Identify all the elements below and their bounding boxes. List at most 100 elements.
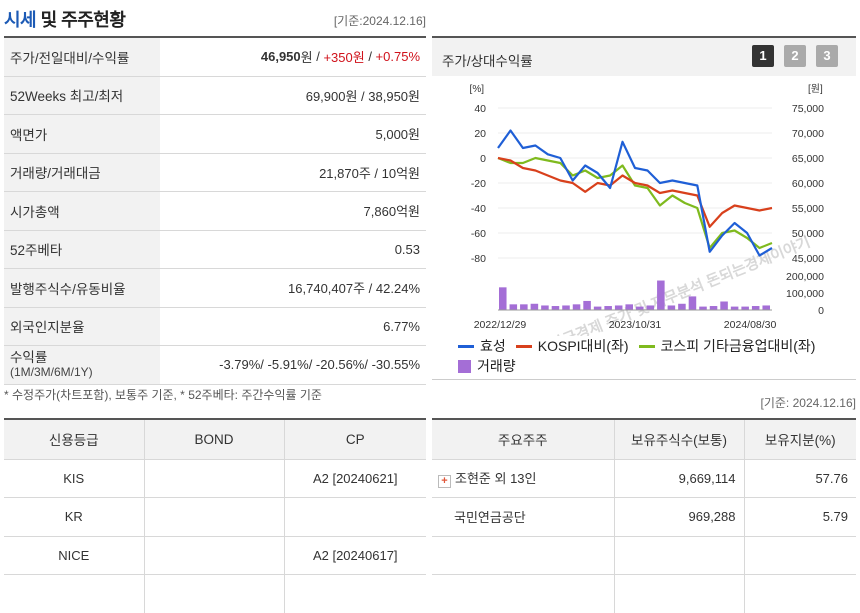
volume-bar (614, 305, 623, 310)
quote-table: 주가/전일대비/수익률 46,950 원 / +350원 / +0.75% 52W… (4, 36, 426, 385)
chart-title: 주가/상대수익률 (442, 54, 533, 69)
change-value: +350원 (323, 50, 365, 66)
legend-item: 거래량 (458, 356, 516, 376)
legend-item: 효성 (458, 336, 506, 356)
quote-label: 외국인지분율 (4, 307, 160, 345)
quote-label: 52주베타 (4, 230, 160, 268)
quote-label: 52Weeks 최고/최저 (4, 76, 160, 114)
period-button-2[interactable]: 2 (784, 45, 806, 67)
quote-label: 거래량/거래대금 (4, 153, 160, 191)
chart-panel: 주가/상대수익률 1 2 3 [%] [원] 40 20 0 -20 -40 -60 -80 75… (432, 36, 856, 380)
page-title: 시세 및 주주현황 (4, 10, 126, 30)
expand-plus-icon[interactable]: + (438, 475, 451, 489)
volume-bar (593, 306, 602, 310)
volume-bar (541, 305, 549, 310)
x-tick-label: 2024/08/30 (724, 319, 777, 331)
quote-label: 주가/전일대비/수익률 (4, 38, 160, 76)
y-tick-label: -60 (471, 228, 486, 240)
table-row (432, 536, 856, 575)
quote-label: 수익률 (1M/3M/6M/1Y) (4, 346, 160, 384)
chart-legend: 효성 KOSPI대비(좌) 코스피 기타금융업대비(좌) 거래량 (458, 336, 825, 376)
table-row: + 조현준 외 13인 9,669,114 57.76 (432, 459, 856, 498)
base-date: [기준:2024.12.16] (333, 14, 426, 28)
volume-bar (688, 296, 697, 310)
quote-row-foreign: 외국인지분율 6.77% (4, 307, 426, 346)
period-button-1[interactable]: 1 (752, 45, 774, 67)
series-line (497, 156, 773, 228)
y2-tick-label: 45,000 (792, 253, 824, 265)
quote-row-52w: 52Weeks 최고/최저 69,900원 / 38,950원 (4, 76, 426, 115)
volume-bar (751, 306, 760, 310)
volume-bar (699, 306, 707, 310)
y2-tick-label: 75,000 (792, 103, 824, 115)
y-tick-label: 0 (480, 153, 486, 165)
volume-bar (667, 305, 676, 310)
volume-bar (499, 287, 507, 310)
y-tick-label: -20 (471, 178, 486, 190)
volume-bar (709, 306, 718, 310)
volume-bar (625, 304, 633, 310)
legend-swatch (638, 344, 655, 348)
table-row: 국민연금공단 969,288 5.79 (432, 497, 856, 537)
footnote: * 수정주가(차트포함), 보통주 기준, * 52주베타: 주간수익률 기준 (4, 388, 322, 402)
y-tick-label: -40 (471, 203, 486, 215)
table-row (432, 574, 856, 613)
volume-bar (509, 304, 518, 310)
x-tick-label: 2022/12/29 (474, 319, 527, 331)
quote-label: 발행주식수/유동비율 (4, 269, 160, 307)
volume-bar (636, 306, 644, 310)
volume-bar (720, 301, 728, 310)
volume-bar (520, 304, 528, 310)
volume-bar (604, 306, 612, 310)
column-header: 주요주주 (432, 419, 614, 460)
column-header: BOND (143, 419, 284, 460)
legend-swatch (458, 344, 474, 348)
legend-item: KOSPI대비(좌) (515, 336, 629, 356)
quote-value: 5,000원 (375, 127, 421, 143)
volume-bar (657, 280, 665, 310)
quote-value: 6.77% (383, 318, 420, 334)
column-header: 보유주식수(보통) (613, 419, 744, 460)
credit-rating-table: 신용등급 BOND CP KIS A2 [20240621] KR NICE A… (4, 418, 426, 613)
change-rate-value: +0.75% (375, 49, 420, 65)
volume-bar (730, 306, 739, 310)
y2-tick-label: 60,000 (792, 178, 824, 190)
quote-value: 46,950 원 / +350원 / +0.75% (260, 49, 420, 66)
price-value: 46,950 (260, 49, 301, 65)
legend-swatch (515, 344, 532, 348)
period-button-3[interactable]: 3 (816, 45, 838, 67)
returns-value: -3.79%/ -5.91%/ -20.56%/ -30.55% (219, 357, 420, 373)
volume-bar (762, 305, 770, 310)
volume-bar (741, 306, 749, 310)
table-row: NICE A2 [20240617] (4, 536, 426, 575)
quote-row-volume: 거래량/거래대금 21,870주 / 10억원 (4, 153, 426, 192)
quote-row-beta: 52주베타 0.53 (4, 230, 426, 269)
column-header: CP (283, 419, 426, 460)
series-line (497, 129, 773, 257)
left-axis-unit: [%] (470, 84, 485, 95)
legend-item: 코스피 기타금융업대비(좌) (638, 336, 815, 356)
y2-tick-label: 50,000 (792, 228, 824, 240)
volume-tick-label: 0 (818, 305, 824, 317)
volume-bar (530, 303, 539, 310)
volume-bar (551, 306, 560, 310)
quote-value: 0.53 (394, 241, 420, 257)
volume-bar (646, 305, 655, 310)
y-tick-label: -80 (471, 253, 486, 265)
holder-name-link[interactable]: 조현준 외 13인 (455, 471, 537, 487)
chart-header: 주가/상대수익률 1 2 3 (432, 38, 856, 76)
quote-row-marketcap: 시가총액 7,860억원 (4, 192, 426, 231)
quote-value: 16,740,407주 / 42.24% (288, 281, 420, 297)
quote-row-par: 액면가 5,000원 (4, 115, 426, 154)
table-row: KR (4, 497, 426, 537)
quote-label: 액면가 (4, 115, 160, 153)
right-axis-unit: [원] (808, 83, 823, 95)
section-header: 시세 및 주주현황 [기준:2024.12.16] (4, 2, 426, 36)
volume-bar (583, 300, 591, 310)
quote-value: 7,860억원 (363, 204, 420, 220)
volume-bar (678, 303, 686, 310)
volume-tick-label: 100,000 (786, 288, 824, 300)
column-header: 신용등급 (4, 419, 144, 460)
y-tick-label: 40 (474, 103, 486, 115)
quote-row-shares: 발행주식수/유동비율 16,740,407주 / 42.24% (4, 269, 426, 308)
